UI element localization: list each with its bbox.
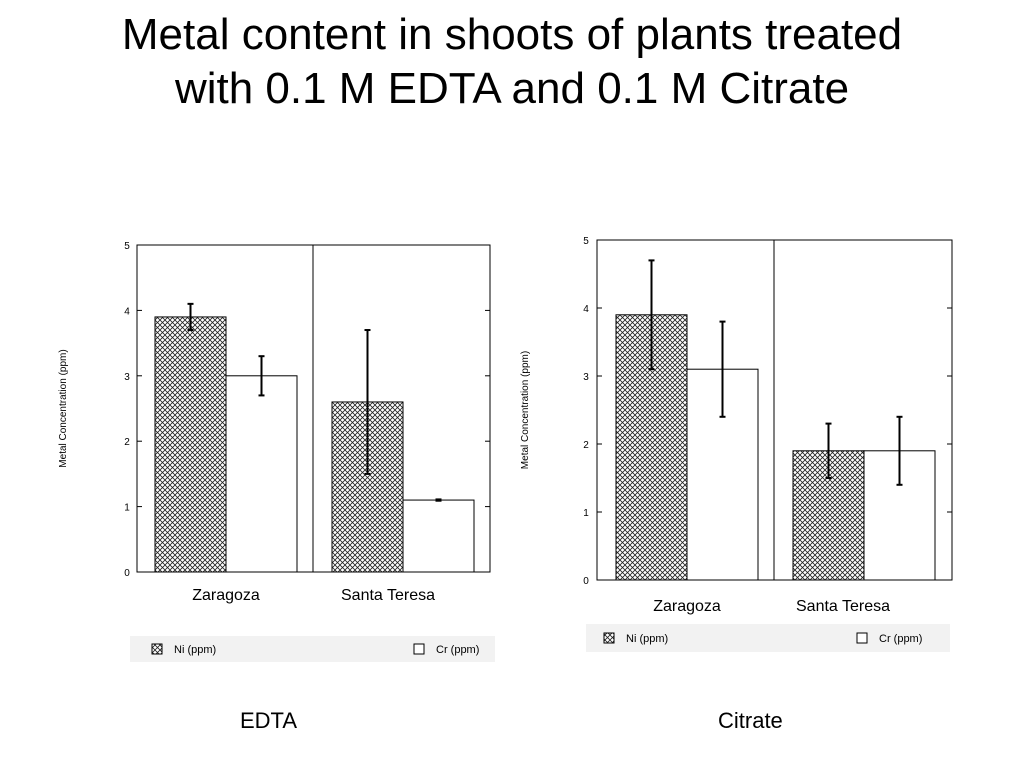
x-category-label: Zaragoza [192, 587, 260, 604]
cr-bar [402, 499, 475, 573]
y-tick-label: 4 [124, 306, 130, 317]
slide-title-line-1: Metal content in shoots of plants treate… [121, 10, 903, 59]
y-tick-label: 1 [583, 508, 589, 519]
y-tick-label: 0 [583, 576, 589, 587]
citrate-caption: Citrate [718, 708, 783, 733]
legend-ni-label: Ni (ppm) [626, 633, 668, 645]
cr-bar [225, 375, 298, 573]
x-category-label: Zaragoza [653, 598, 721, 615]
y-tick-label: 5 [583, 236, 589, 247]
ni-bar [154, 316, 227, 573]
legend-box [130, 636, 495, 662]
y-tick-label: 2 [583, 440, 589, 451]
y-tick-label: 1 [124, 503, 130, 514]
legend-ni-label: Ni (ppm) [174, 644, 216, 656]
y-tick-label: 0 [124, 568, 130, 579]
y-axis-label: Metal Concentration (ppm) [58, 349, 69, 467]
legend-cr-label: Cr (ppm) [879, 633, 922, 645]
y-axis-label: Metal Concentration (ppm) [520, 351, 531, 469]
y-tick-label: 5 [124, 241, 130, 252]
legend-cr-swatch [856, 632, 868, 644]
y-tick-label: 2 [124, 437, 130, 448]
y-tick-label: 4 [583, 304, 589, 315]
legend-ni-swatch [151, 643, 163, 655]
slide-title-line-2: with 0.1 M EDTA and 0.1 M Citrate [174, 64, 850, 113]
legend-cr-swatch [413, 643, 425, 655]
y-tick-label: 3 [124, 372, 130, 383]
chart-0-group: 0 1 2 3 4 5 Metal Concentration (ppm) Zaragoza S… [58, 241, 495, 662]
legend-ni-swatch [603, 632, 615, 644]
slide-title: Metal content in shoots of plants treate… [0, 8, 1024, 116]
edta-caption: EDTA [240, 708, 298, 733]
x-category-label: Santa Teresa [796, 598, 890, 615]
legend-box [586, 624, 950, 652]
x-category-label: Santa Teresa [341, 587, 435, 604]
chart-1-group: 0 1 2 3 4 5 Metal Concentration (ppm) Zaragoza S… [520, 236, 953, 652]
legend-cr-label: Cr (ppm) [436, 644, 479, 656]
y-tick-label: 3 [583, 372, 589, 383]
